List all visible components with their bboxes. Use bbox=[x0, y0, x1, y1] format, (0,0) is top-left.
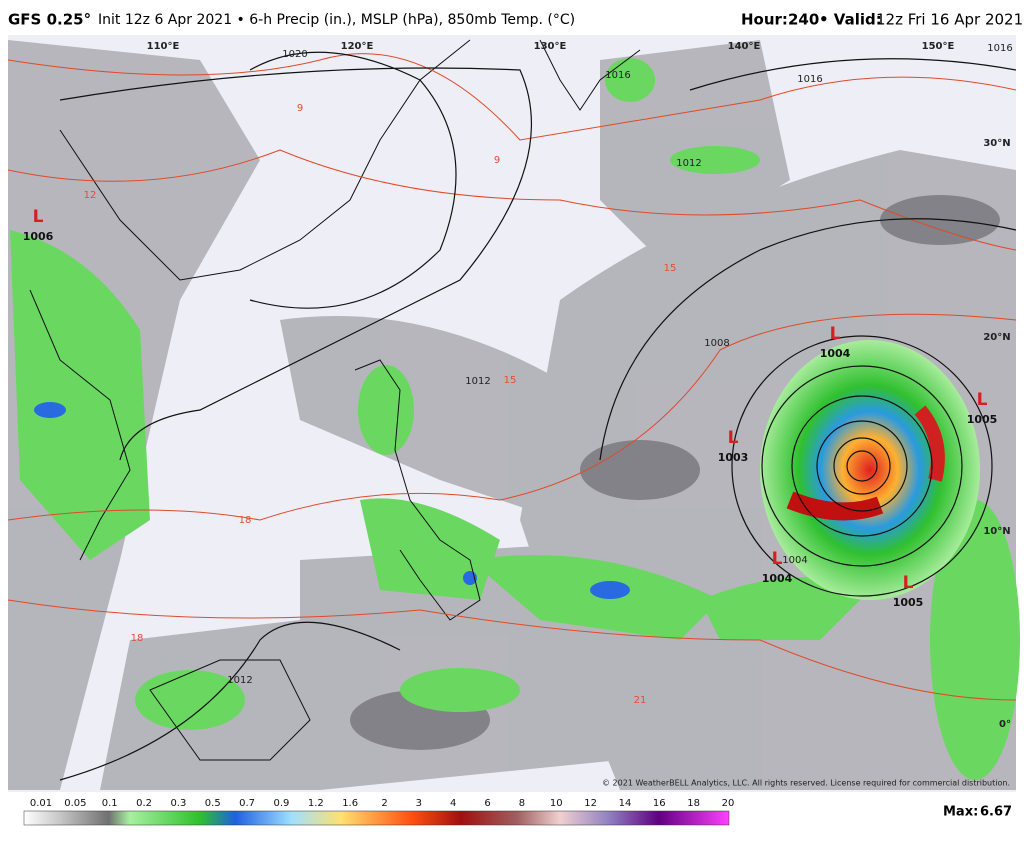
low-pressure: 1005 bbox=[893, 596, 924, 609]
legend-label: 1.2 bbox=[308, 798, 324, 809]
low-symbol: L bbox=[830, 324, 841, 344]
copyright: © 2021 WeatherBELL Analytics, LLC. All r… bbox=[602, 779, 1010, 788]
temperature-label: 18 bbox=[131, 633, 144, 644]
temperature-label: 9 bbox=[297, 103, 303, 114]
longitude-label: 150°E bbox=[922, 41, 955, 52]
legend-label: 8 bbox=[519, 798, 525, 809]
legend-label: 0.3 bbox=[170, 798, 186, 809]
valid-label: • Valid: bbox=[819, 11, 882, 29]
temperature-label: 21 bbox=[634, 695, 647, 706]
legend-label: 10 bbox=[550, 798, 563, 809]
typhoon-precip bbox=[760, 340, 980, 600]
legend-label: 12 bbox=[584, 798, 597, 809]
longitude-label: 140°E bbox=[728, 41, 761, 52]
low-pressure: 1006 bbox=[23, 230, 54, 243]
legend-label: 0.2 bbox=[136, 798, 152, 809]
map-area bbox=[7, 35, 1020, 792]
legend-label: 4 bbox=[450, 798, 456, 809]
valid-time: 12z Fri 16 Apr 2021 bbox=[876, 11, 1023, 29]
latitude-label: 20°N bbox=[983, 332, 1010, 343]
temperature-labels: 9 9 12 15 15 18 18 21 bbox=[84, 103, 677, 706]
isobar-label: 1020 bbox=[282, 49, 307, 60]
temperature-label: 18 bbox=[239, 515, 252, 526]
hour-label: Hour: bbox=[741, 11, 788, 29]
legend-label: 0.7 bbox=[239, 798, 255, 809]
longitude-labels: 110°E 120°E 130°E 140°E 150°E bbox=[147, 41, 955, 52]
legend-label: 1.6 bbox=[342, 798, 358, 809]
latitude-label: 30°N bbox=[983, 138, 1010, 149]
model-title: GFS 0.25° bbox=[8, 11, 91, 29]
green-precip bbox=[10, 58, 1020, 780]
temperature-label: 12 bbox=[84, 190, 97, 201]
isobars bbox=[59, 51, 1017, 781]
temperature-label: 15 bbox=[664, 263, 677, 274]
legend-label: 3 bbox=[416, 798, 422, 809]
max-label: Max: bbox=[943, 805, 978, 820]
legend-labels: 0.01 0.05 0.1 0.2 0.3 0.5 0.7 0.9 1.2 1.6 2 3 4 6 8 10 1… bbox=[30, 798, 735, 809]
latitude-label: 10°N bbox=[983, 526, 1010, 537]
legend-label: 16 bbox=[653, 798, 666, 809]
isobar-label: 1016 bbox=[605, 70, 630, 81]
rain-band bbox=[786, 491, 884, 521]
legend-label: 0.9 bbox=[273, 798, 289, 809]
isobar-label: 1016 bbox=[987, 43, 1012, 54]
isobar-label: 1012 bbox=[227, 675, 252, 686]
low-symbol: L bbox=[903, 573, 914, 593]
low-pressure: 1004 bbox=[762, 572, 793, 585]
temperature-label: 9 bbox=[494, 155, 500, 166]
low-symbol: L bbox=[728, 428, 739, 448]
isobar-label: 1012 bbox=[465, 376, 490, 387]
legend-label: 0.1 bbox=[102, 798, 118, 809]
legend-label: 6 bbox=[484, 798, 490, 809]
legend-label: 0.01 bbox=[30, 798, 52, 809]
longitude-label: 130°E bbox=[534, 41, 567, 52]
longitude-label: 110°E bbox=[147, 41, 180, 52]
temperature-contours bbox=[7, 53, 1017, 701]
coastlines bbox=[29, 39, 641, 761]
rain-band bbox=[914, 405, 945, 482]
isobar-label: 1004 bbox=[782, 555, 807, 566]
isobar-label: 1016 bbox=[797, 74, 822, 85]
heavy-precip bbox=[34, 402, 630, 599]
latitude-label: 0° bbox=[999, 719, 1011, 730]
isobar-label: 1008 bbox=[704, 338, 729, 349]
color-bar bbox=[23, 810, 730, 826]
temperature-label: 15 bbox=[504, 375, 517, 386]
legend-label: 20 bbox=[722, 798, 735, 809]
max-value: 6.67 bbox=[980, 805, 1012, 820]
low-symbol: L bbox=[33, 207, 44, 227]
legend-label: 18 bbox=[687, 798, 700, 809]
description: Init 12z 6 Apr 2021 • 6-h Precip (in.), … bbox=[98, 12, 575, 28]
low-pressure: 1003 bbox=[718, 451, 749, 464]
longitude-label: 120°E bbox=[341, 41, 374, 52]
isobar-label: 1012 bbox=[676, 158, 701, 169]
legend-label: 0.5 bbox=[205, 798, 221, 809]
legend-label: 14 bbox=[619, 798, 632, 809]
isobar-labels: 1020 1016 1016 1012 1008 1012 1012 1004 1016 bbox=[227, 43, 1012, 686]
legend-label: 2 bbox=[381, 798, 387, 809]
low-pressure: 1004 bbox=[820, 347, 851, 360]
low-symbol: L bbox=[977, 390, 988, 410]
low-pressure: 1005 bbox=[967, 413, 998, 426]
legend-label: 0.05 bbox=[64, 798, 86, 809]
low-symbol: L bbox=[772, 549, 783, 569]
latitude-labels: 30°N 20°N 10°N 0° bbox=[983, 138, 1011, 730]
hour: 240 bbox=[788, 11, 819, 29]
